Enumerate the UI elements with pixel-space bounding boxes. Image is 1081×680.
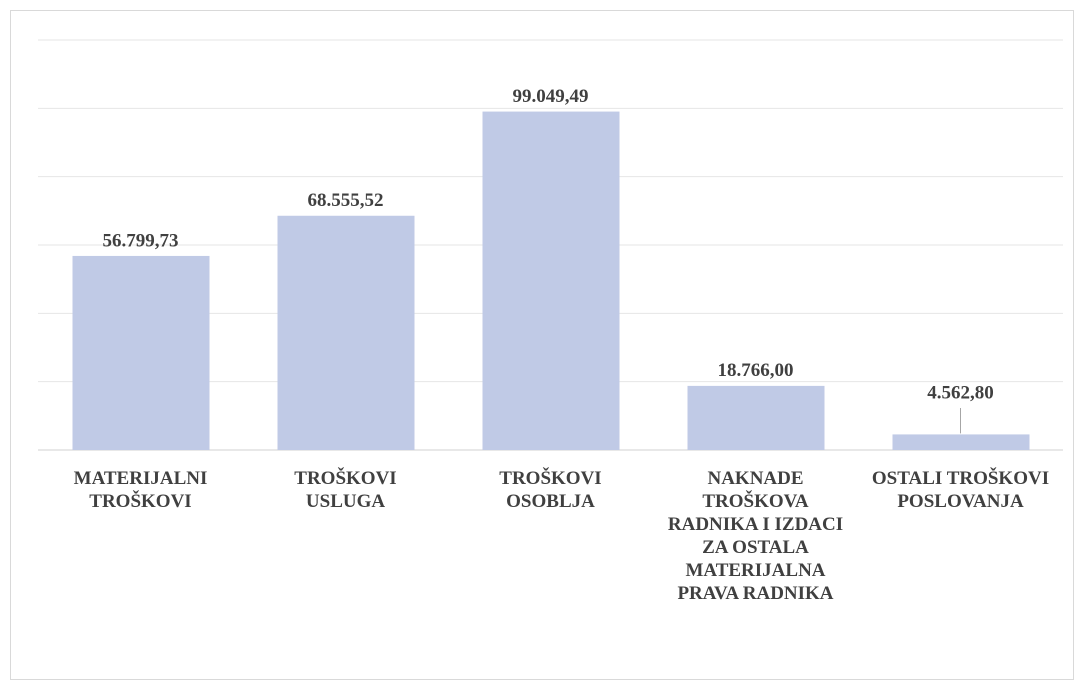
data-label: 4.562,80 xyxy=(927,382,994,403)
x-tick-label: TROŠKOVI USLUGA xyxy=(294,468,397,512)
bar xyxy=(687,385,825,450)
bar xyxy=(277,215,415,450)
bar xyxy=(892,434,1030,450)
x-tick-label: MATERIJALNI TROŠKOVI xyxy=(73,468,208,512)
data-label: 68.555,52 xyxy=(308,190,384,211)
data-label: 56.799,73 xyxy=(103,230,179,251)
bar xyxy=(482,111,620,451)
bar xyxy=(72,255,210,450)
chart: 56.799,73 68.555,52 99.049,49 18.766,00 4.56… xyxy=(38,39,1063,451)
data-label: 99.049,49 xyxy=(513,86,589,107)
x-tick-label: OSTALI TROŠKOVI POSLOVANJA xyxy=(871,468,1050,512)
data-label: 18.766,00 xyxy=(718,360,794,381)
x-tick-label: NAKNADE TROŠKOVA RADNIKA I IZDACI ZA OST… xyxy=(667,468,844,604)
page: {"chart_data": {"type": "bar", "categori… xyxy=(10,10,1074,680)
x-tick-label: TROŠKOVI OSOBLJA xyxy=(499,468,602,512)
